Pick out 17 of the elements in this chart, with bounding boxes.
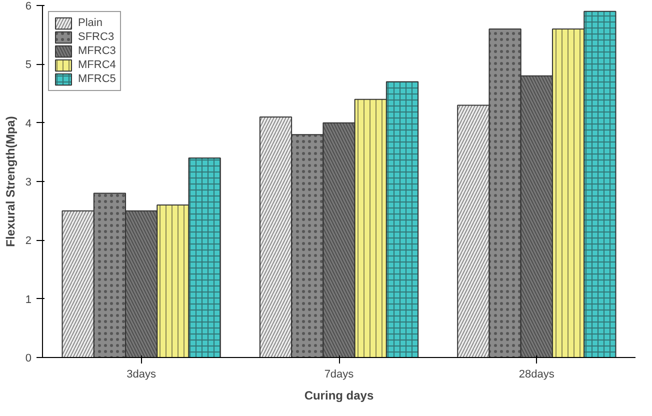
y-tick-label: 6 bbox=[25, 0, 32, 12]
x-tick-label: 7days bbox=[324, 368, 354, 380]
legend-label: MFRC4 bbox=[78, 58, 116, 72]
x-tick-label: 28days bbox=[518, 368, 555, 380]
y-tick-label: 5 bbox=[25, 59, 32, 72]
y-tick-label: 2 bbox=[25, 235, 32, 248]
legend-label: MFRC3 bbox=[78, 44, 116, 58]
x-tick-label: 3days bbox=[126, 368, 157, 380]
x-axis-title: Curing days bbox=[304, 388, 374, 402]
y-tick-label: 0 bbox=[25, 352, 32, 364]
y-tick-label: 3 bbox=[25, 176, 32, 188]
y-tick-label: 1 bbox=[25, 294, 32, 306]
legend-label: SFRC3 bbox=[78, 30, 114, 44]
legend-label: MFRC5 bbox=[78, 72, 116, 86]
y-axis-title: Flexural Strength(Mpa) bbox=[3, 116, 18, 247]
y-tick-label: 4 bbox=[25, 118, 32, 130]
legend-label: Plain bbox=[78, 16, 102, 30]
